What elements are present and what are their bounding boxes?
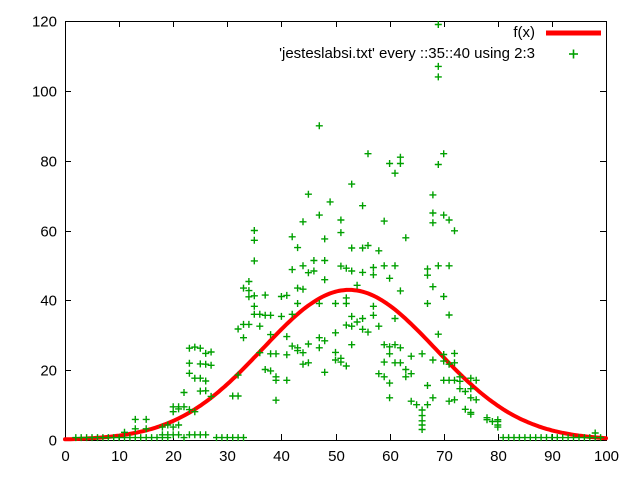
legend-entry-datafile: 'jesteslabsi.txt' every ::35::40 using 2…: [279, 43, 602, 64]
legend-label-datafile: 'jesteslabsi.txt' every ::35::40 using 2…: [279, 45, 535, 62]
y-tick-label: 0: [49, 433, 57, 450]
y-tick-label: 120: [32, 14, 57, 31]
curve-fx: [63, 287, 608, 442]
plot-border: [65, 21, 607, 441]
y-tick-label: 40: [40, 293, 57, 310]
legend-entry-fx: f(x): [513, 22, 602, 43]
x-tick-label: 50: [328, 448, 345, 465]
x-tick-label: 0: [61, 448, 69, 465]
x-tick-label: 60: [382, 448, 399, 465]
x-tick-label: 30: [219, 448, 236, 465]
x-tick-label: 40: [273, 448, 290, 465]
x-tick-label: 20: [165, 448, 182, 465]
y-tick-label: 20: [40, 363, 57, 380]
y-tick-label: 80: [40, 154, 57, 171]
x-tick-label: 100: [594, 448, 619, 465]
legend-plus-sample-icon: [545, 46, 602, 62]
y-tick-label: 100: [32, 84, 57, 101]
legend: f(x) 'jesteslabsi.txt' every ::35::40 us…: [279, 22, 602, 64]
x-tick-label: 80: [490, 448, 507, 465]
scatter-points: [72, 21, 605, 442]
y-tick-label: 60: [40, 224, 57, 241]
x-tick-label: 10: [111, 448, 128, 465]
legend-label-fx: f(x): [513, 24, 535, 41]
x-tick-label: 70: [436, 448, 453, 465]
x-tick-label: 90: [544, 448, 561, 465]
legend-line-sample-icon: [545, 25, 602, 41]
